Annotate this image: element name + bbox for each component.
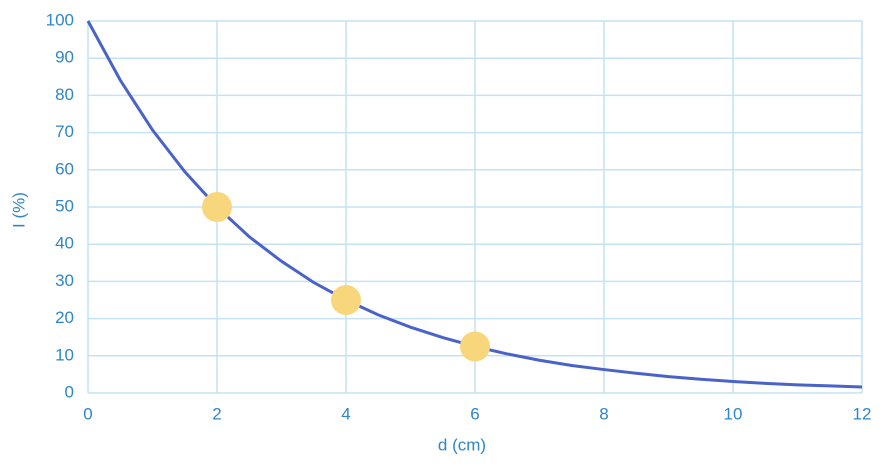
data-point (331, 285, 361, 315)
data-point (202, 192, 232, 222)
y-tick-label: 100 (46, 10, 74, 29)
data-point (460, 331, 490, 362)
y-tick-label: 30 (55, 271, 74, 290)
x-tick-label: 8 (599, 404, 608, 423)
y-tick-label: 40 (55, 234, 74, 253)
y-tick-label: 10 (55, 345, 74, 364)
y-tick-label: 50 (55, 196, 74, 215)
y-tick-label: 80 (55, 85, 74, 104)
y-axis-label: I (%) (9, 192, 28, 228)
y-tick-label: 0 (65, 382, 74, 401)
x-tick-label: 4 (341, 404, 350, 423)
x-tick-label: 12 (853, 404, 872, 423)
x-tick-label: 10 (724, 404, 743, 423)
x-axis-label: d (cm) (438, 435, 486, 454)
y-tick-label: 60 (55, 159, 74, 178)
x-tick-label: 0 (83, 404, 92, 423)
y-tick-label: 70 (55, 122, 74, 141)
y-tick-label: 20 (55, 308, 74, 327)
x-tick-label: 6 (470, 404, 479, 423)
x-tick-label: 2 (212, 404, 221, 423)
y-tick-label: 90 (55, 48, 74, 67)
